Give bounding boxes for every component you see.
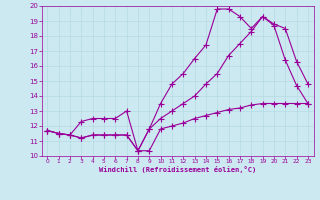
X-axis label: Windchill (Refroidissement éolien,°C): Windchill (Refroidissement éolien,°C) [99,166,256,173]
